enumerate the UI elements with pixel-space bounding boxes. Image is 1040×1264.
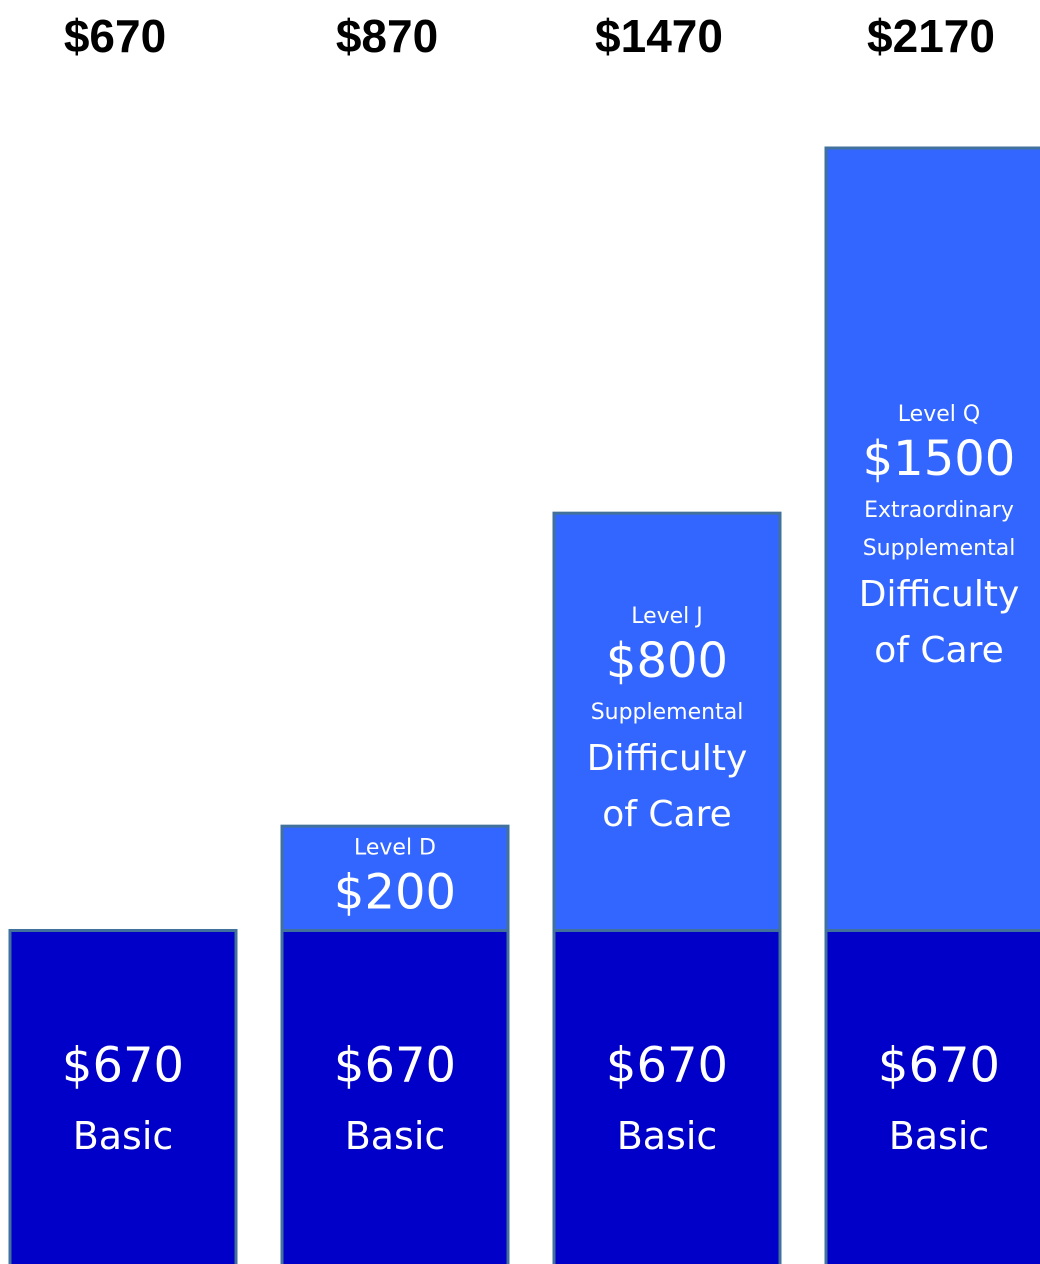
segment-name: Basic xyxy=(617,1114,718,1158)
segment-value: $200 xyxy=(334,864,456,920)
segment-note: Supplemental xyxy=(591,700,744,725)
segment-note: Extraordinary xyxy=(864,498,1014,523)
segment-value: $670 xyxy=(334,1037,456,1093)
segment-name: Basic xyxy=(73,1114,174,1158)
segment-value: $670 xyxy=(878,1037,1000,1093)
bar-segment xyxy=(280,928,510,1264)
segment-detail: of Care xyxy=(874,630,1004,671)
segment-level: Level Q xyxy=(898,402,980,427)
segment-value: $670 xyxy=(606,1037,728,1093)
bar-segment xyxy=(552,928,782,1264)
segment-detail: of Care xyxy=(602,794,732,835)
total-label: $1470 xyxy=(595,10,723,62)
bar-segment xyxy=(824,146,1040,932)
bar-segment xyxy=(824,928,1040,1264)
segment-value: $800 xyxy=(606,633,728,689)
segment-level: Level D xyxy=(354,835,436,860)
total-label: $670 xyxy=(64,10,166,62)
segment-name: Basic xyxy=(345,1114,446,1158)
total-label: $870 xyxy=(336,10,438,62)
segment-value: $1500 xyxy=(863,431,1016,487)
bar-segment xyxy=(8,928,238,1264)
segment-detail: Difficulty xyxy=(859,574,1020,615)
segment-name: Basic xyxy=(889,1114,990,1158)
bar-segment xyxy=(552,511,782,932)
segment-note: Supplemental xyxy=(863,536,1016,561)
bar-segment xyxy=(280,824,510,932)
segment-detail: Difficulty xyxy=(587,738,748,779)
segment-level: Level J xyxy=(631,604,703,629)
segment-value: $670 xyxy=(62,1037,184,1093)
total-label: $2170 xyxy=(867,10,995,62)
